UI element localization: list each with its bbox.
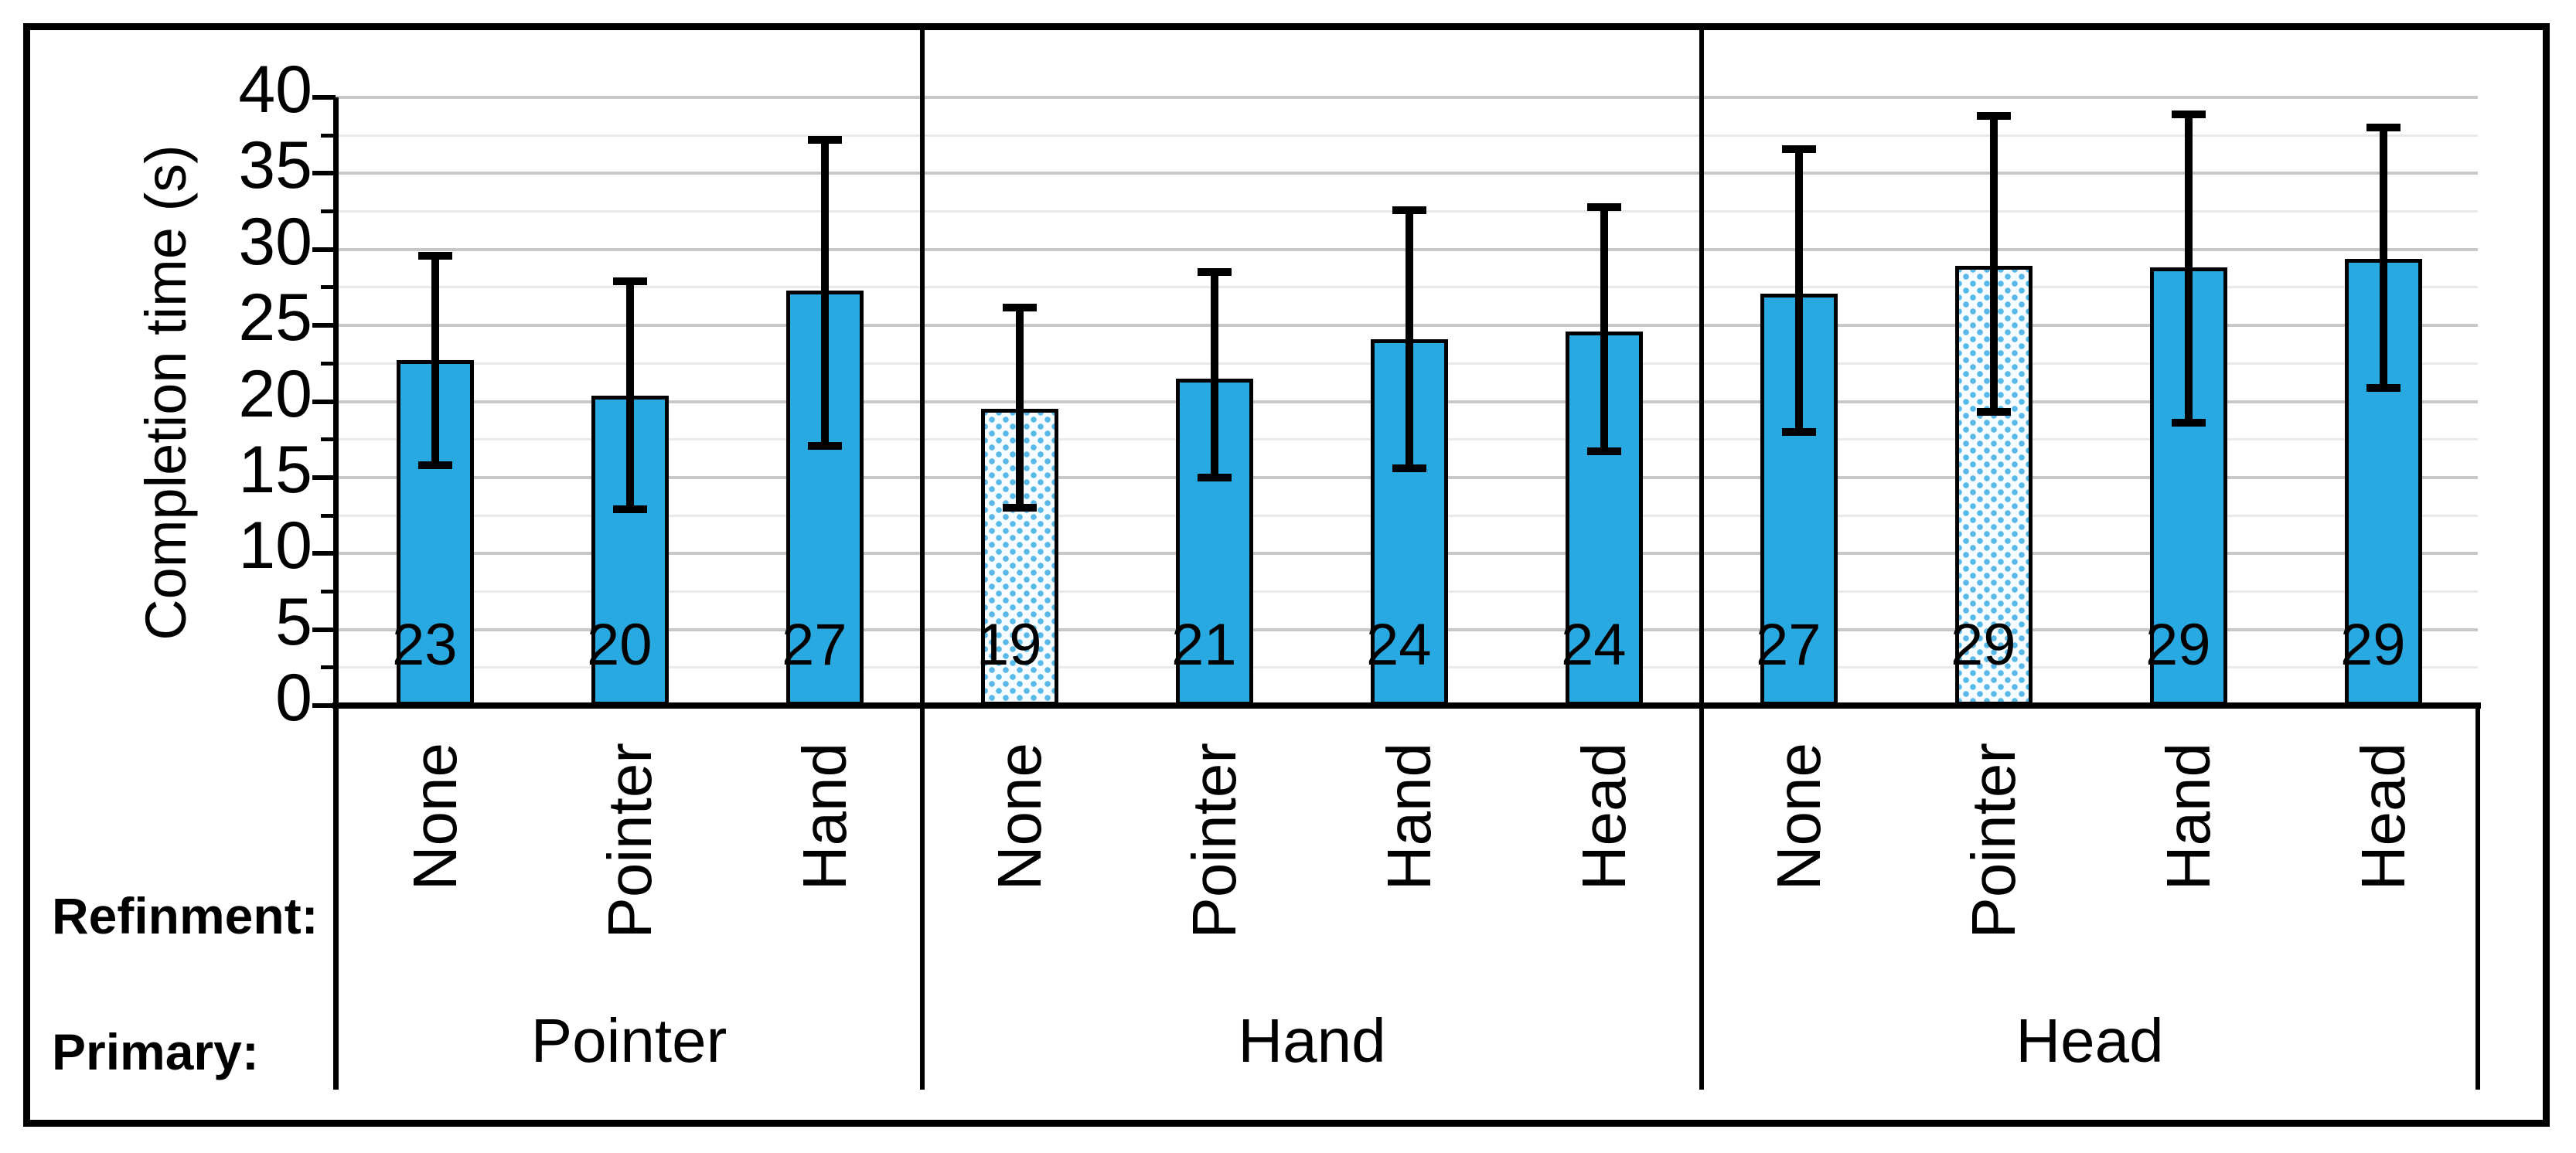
refinement-tick-label: Hand xyxy=(790,743,859,891)
error-bar-lower-cap xyxy=(1977,408,2011,417)
error-bar-upper-cap xyxy=(613,277,647,286)
error-bar xyxy=(1211,272,1218,478)
y-major-tick xyxy=(312,171,336,176)
error-bar-lower-cap xyxy=(1392,464,1426,473)
refinement-tick-label: Hand xyxy=(1375,743,1443,891)
error-bar xyxy=(1406,209,1413,469)
error-bar-upper-cap xyxy=(1003,303,1037,311)
refinement-tick-label: Head xyxy=(1569,743,1638,891)
bar-value-label: 19 xyxy=(976,612,1042,678)
y-minor-tick xyxy=(321,589,336,594)
y-major-tick xyxy=(312,323,336,328)
error-bar-lower-cap xyxy=(418,461,452,470)
y-major-tick xyxy=(312,399,336,404)
y-minor-tick xyxy=(321,209,336,214)
error-bar-upper-cap xyxy=(808,136,842,145)
error-bar-lower-cap xyxy=(2172,419,2206,427)
bar-value-label: 24 xyxy=(1561,612,1627,678)
error-bar xyxy=(2380,128,2387,388)
y-minor-tick xyxy=(321,285,336,290)
y-tick-label: 40 xyxy=(238,53,312,127)
refinement-tick-label: None xyxy=(400,743,469,891)
error-bar-upper-cap xyxy=(418,251,452,260)
y-tick-label: 15 xyxy=(238,432,312,507)
bar-value-label: 27 xyxy=(782,612,847,678)
error-bar xyxy=(1016,307,1024,508)
bar-value-label: 21 xyxy=(1171,612,1237,678)
error-bar-lower-cap xyxy=(808,441,842,450)
refinement-tick-label: Pointer xyxy=(595,743,664,939)
primary-row-label: Primary: xyxy=(52,1023,259,1080)
bar-value-label: 24 xyxy=(1366,612,1432,678)
group-separator-line xyxy=(920,30,925,1090)
y-minor-tick xyxy=(321,513,336,518)
refinement-tick-label: Hand xyxy=(2154,743,2223,891)
primary-group-label: Pointer xyxy=(530,1006,727,1075)
refinement-tick-label: None xyxy=(1764,743,1833,891)
error-bar-lower-cap xyxy=(2366,383,2401,392)
error-bar xyxy=(2185,114,2193,423)
y-minor-tick xyxy=(321,361,336,366)
bar-value-label: 27 xyxy=(1756,612,1821,678)
error-bar-upper-cap xyxy=(2172,110,2206,118)
y-tick-label: 35 xyxy=(238,128,312,203)
y-tick-label: 10 xyxy=(238,508,312,583)
y-major-tick xyxy=(312,703,336,708)
y-tick-label: 25 xyxy=(238,281,312,355)
refinement-row-label: Refinment: xyxy=(52,887,319,944)
y-axis-line xyxy=(333,97,339,1090)
error-bar-upper-cap xyxy=(1392,206,1426,214)
error-bar xyxy=(1990,115,1998,413)
error-bar-lower-cap xyxy=(1198,473,1232,481)
error-bar-upper-cap xyxy=(1977,111,2011,120)
primary-group-label: Head xyxy=(2015,1006,2164,1075)
major-grid-line xyxy=(336,172,2478,175)
y-minor-tick xyxy=(321,437,336,442)
y-major-tick xyxy=(312,627,336,632)
y-minor-tick xyxy=(321,133,336,138)
bar-value-label: 29 xyxy=(2145,612,2211,678)
error-bar-lower-cap xyxy=(613,505,647,514)
bar-value-label: 29 xyxy=(2340,612,2406,678)
bar-value-label: 20 xyxy=(587,612,653,678)
y-tick-label: 5 xyxy=(275,584,312,659)
minor-grid-line xyxy=(336,134,2478,137)
error-bar xyxy=(626,281,634,510)
error-bar xyxy=(431,255,439,466)
y-minor-tick xyxy=(321,665,336,670)
error-bar xyxy=(1600,206,1608,452)
label-area-right-line xyxy=(2475,706,2480,1090)
y-major-tick xyxy=(312,474,336,480)
error-bar-lower-cap xyxy=(1782,427,1816,436)
bar xyxy=(2345,258,2422,706)
y-tick-label: 20 xyxy=(238,356,312,431)
error-bar-upper-cap xyxy=(1587,202,1621,211)
error-bar-upper-cap xyxy=(2366,124,2401,132)
bar-value-label: 29 xyxy=(1951,612,2016,678)
error-bar-lower-cap xyxy=(1587,447,1621,456)
error-bar-upper-cap xyxy=(1782,145,1816,153)
refinement-tick-label: Pointer xyxy=(1959,743,2028,939)
x-axis-baseline xyxy=(332,702,2481,709)
major-grid-line xyxy=(336,96,2478,99)
y-tick-label: 30 xyxy=(238,204,312,279)
error-bar-lower-cap xyxy=(1003,504,1037,512)
refinement-tick-label: None xyxy=(985,743,1054,891)
group-separator-line xyxy=(1699,30,1704,1090)
y-major-tick xyxy=(312,95,336,100)
y-major-tick xyxy=(312,247,336,252)
y-major-tick xyxy=(312,551,336,556)
y-tick-label: 0 xyxy=(275,661,312,735)
refinement-tick-label: Head xyxy=(2349,743,2418,891)
error-bar-upper-cap xyxy=(1198,268,1232,277)
bar-value-label: 23 xyxy=(392,612,458,678)
primary-group-label: Hand xyxy=(1238,1006,1386,1075)
error-bar xyxy=(821,140,829,446)
refinement-tick-label: Pointer xyxy=(1180,743,1249,939)
error-bar xyxy=(1795,148,1803,432)
